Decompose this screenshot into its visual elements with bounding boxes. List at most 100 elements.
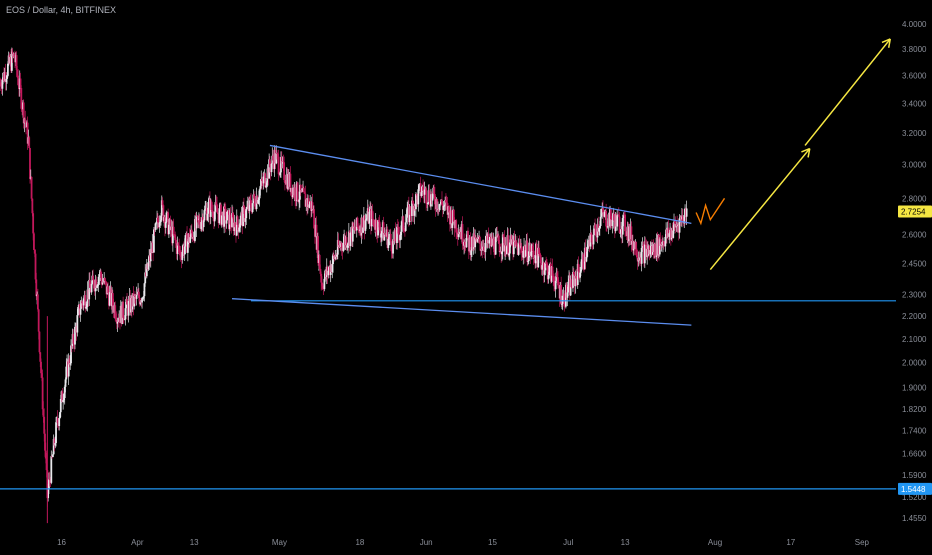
candle-body [431,194,434,201]
candle-body [496,234,499,237]
candle-body [448,206,450,213]
candle-body [378,221,381,231]
candle-body [64,379,67,387]
candle-body [384,232,387,235]
candle-body [111,293,114,306]
candle-body [642,245,645,246]
candle-body [436,199,439,210]
candle-body [24,118,27,123]
candle-body [451,223,454,228]
candle-body [279,172,282,176]
candle-body [336,254,338,257]
candle-body [589,233,592,247]
chart-title: EOS / Dollar, 4h, BITFINEX [6,5,117,15]
candle-body [72,333,75,344]
candle-body [586,246,589,257]
price-tick-label: 1.7400 [902,427,927,436]
candle-body [284,179,286,184]
candle-body [635,241,638,256]
candle-body [478,236,481,244]
candle-body [159,221,162,223]
candle-body [463,241,466,246]
candle-body [418,185,420,190]
candle-body [272,155,274,161]
candle-body [377,220,380,222]
candle-body [587,244,589,247]
candle-body [294,187,297,200]
candle-body [516,244,518,246]
candle-body [178,245,181,252]
candle-body [636,255,638,258]
last-price-badge: 2.7254 [901,208,926,217]
candle-body [123,317,125,320]
candle-body [659,239,662,247]
candle-body [502,234,505,238]
upper-trendline [269,144,692,225]
candle-body [79,308,82,315]
candle-body [428,190,431,202]
candle-body [223,206,226,227]
candle-body [342,242,345,251]
candle-body [160,215,162,222]
candle-body [520,246,523,253]
candle-body [59,412,61,419]
candle-body [538,254,541,255]
candle-body [561,295,564,304]
candle-body [619,232,622,234]
candle-body [501,251,503,255]
candle-body [441,199,443,205]
candle-body [207,201,210,214]
candle-body [97,276,100,285]
candle-body [204,209,207,211]
candle-body [67,358,70,377]
candle-body [307,198,310,208]
candle-body [566,292,569,298]
candle-body [505,246,508,255]
candle-body [275,153,278,164]
candle-body [358,227,361,232]
candle-body [224,206,226,209]
candle-body [321,285,324,289]
candle-body [598,225,601,228]
candle-body [313,209,316,229]
candle-body [261,178,263,182]
candle-body [162,205,165,222]
candle-body [10,51,13,71]
time-tick-label: May [272,538,287,547]
time-tick-label: Jul [563,538,573,547]
candle-body [68,358,71,365]
candle-body [327,270,330,276]
candle-body [242,205,244,227]
candle-body [55,422,57,443]
price-tick-label: 3.4000 [902,99,927,108]
candle-body [139,301,142,305]
candle-body [508,253,510,256]
candle-body [563,293,566,307]
candle-body [257,198,260,200]
candle-body [438,204,441,211]
candle-body [382,222,385,241]
candle-body [37,309,40,332]
candle-body [29,147,31,179]
candle-body [599,216,602,226]
candle-body [415,194,417,210]
candle-body [557,285,560,289]
candle-body [641,245,644,248]
candle-body [508,242,511,254]
candle-body [539,254,542,264]
candle-body [17,75,20,86]
candle-body [231,213,234,218]
candle-body [366,218,368,220]
candle-body [85,303,88,307]
candle-body [179,252,182,257]
candle-body [80,301,83,309]
candle-body [556,272,559,278]
candle-body [522,250,525,258]
candle-body [544,262,547,271]
candle-body [253,194,256,199]
candle-body [183,246,186,255]
candle-body [450,210,453,228]
candle-body [167,212,170,235]
